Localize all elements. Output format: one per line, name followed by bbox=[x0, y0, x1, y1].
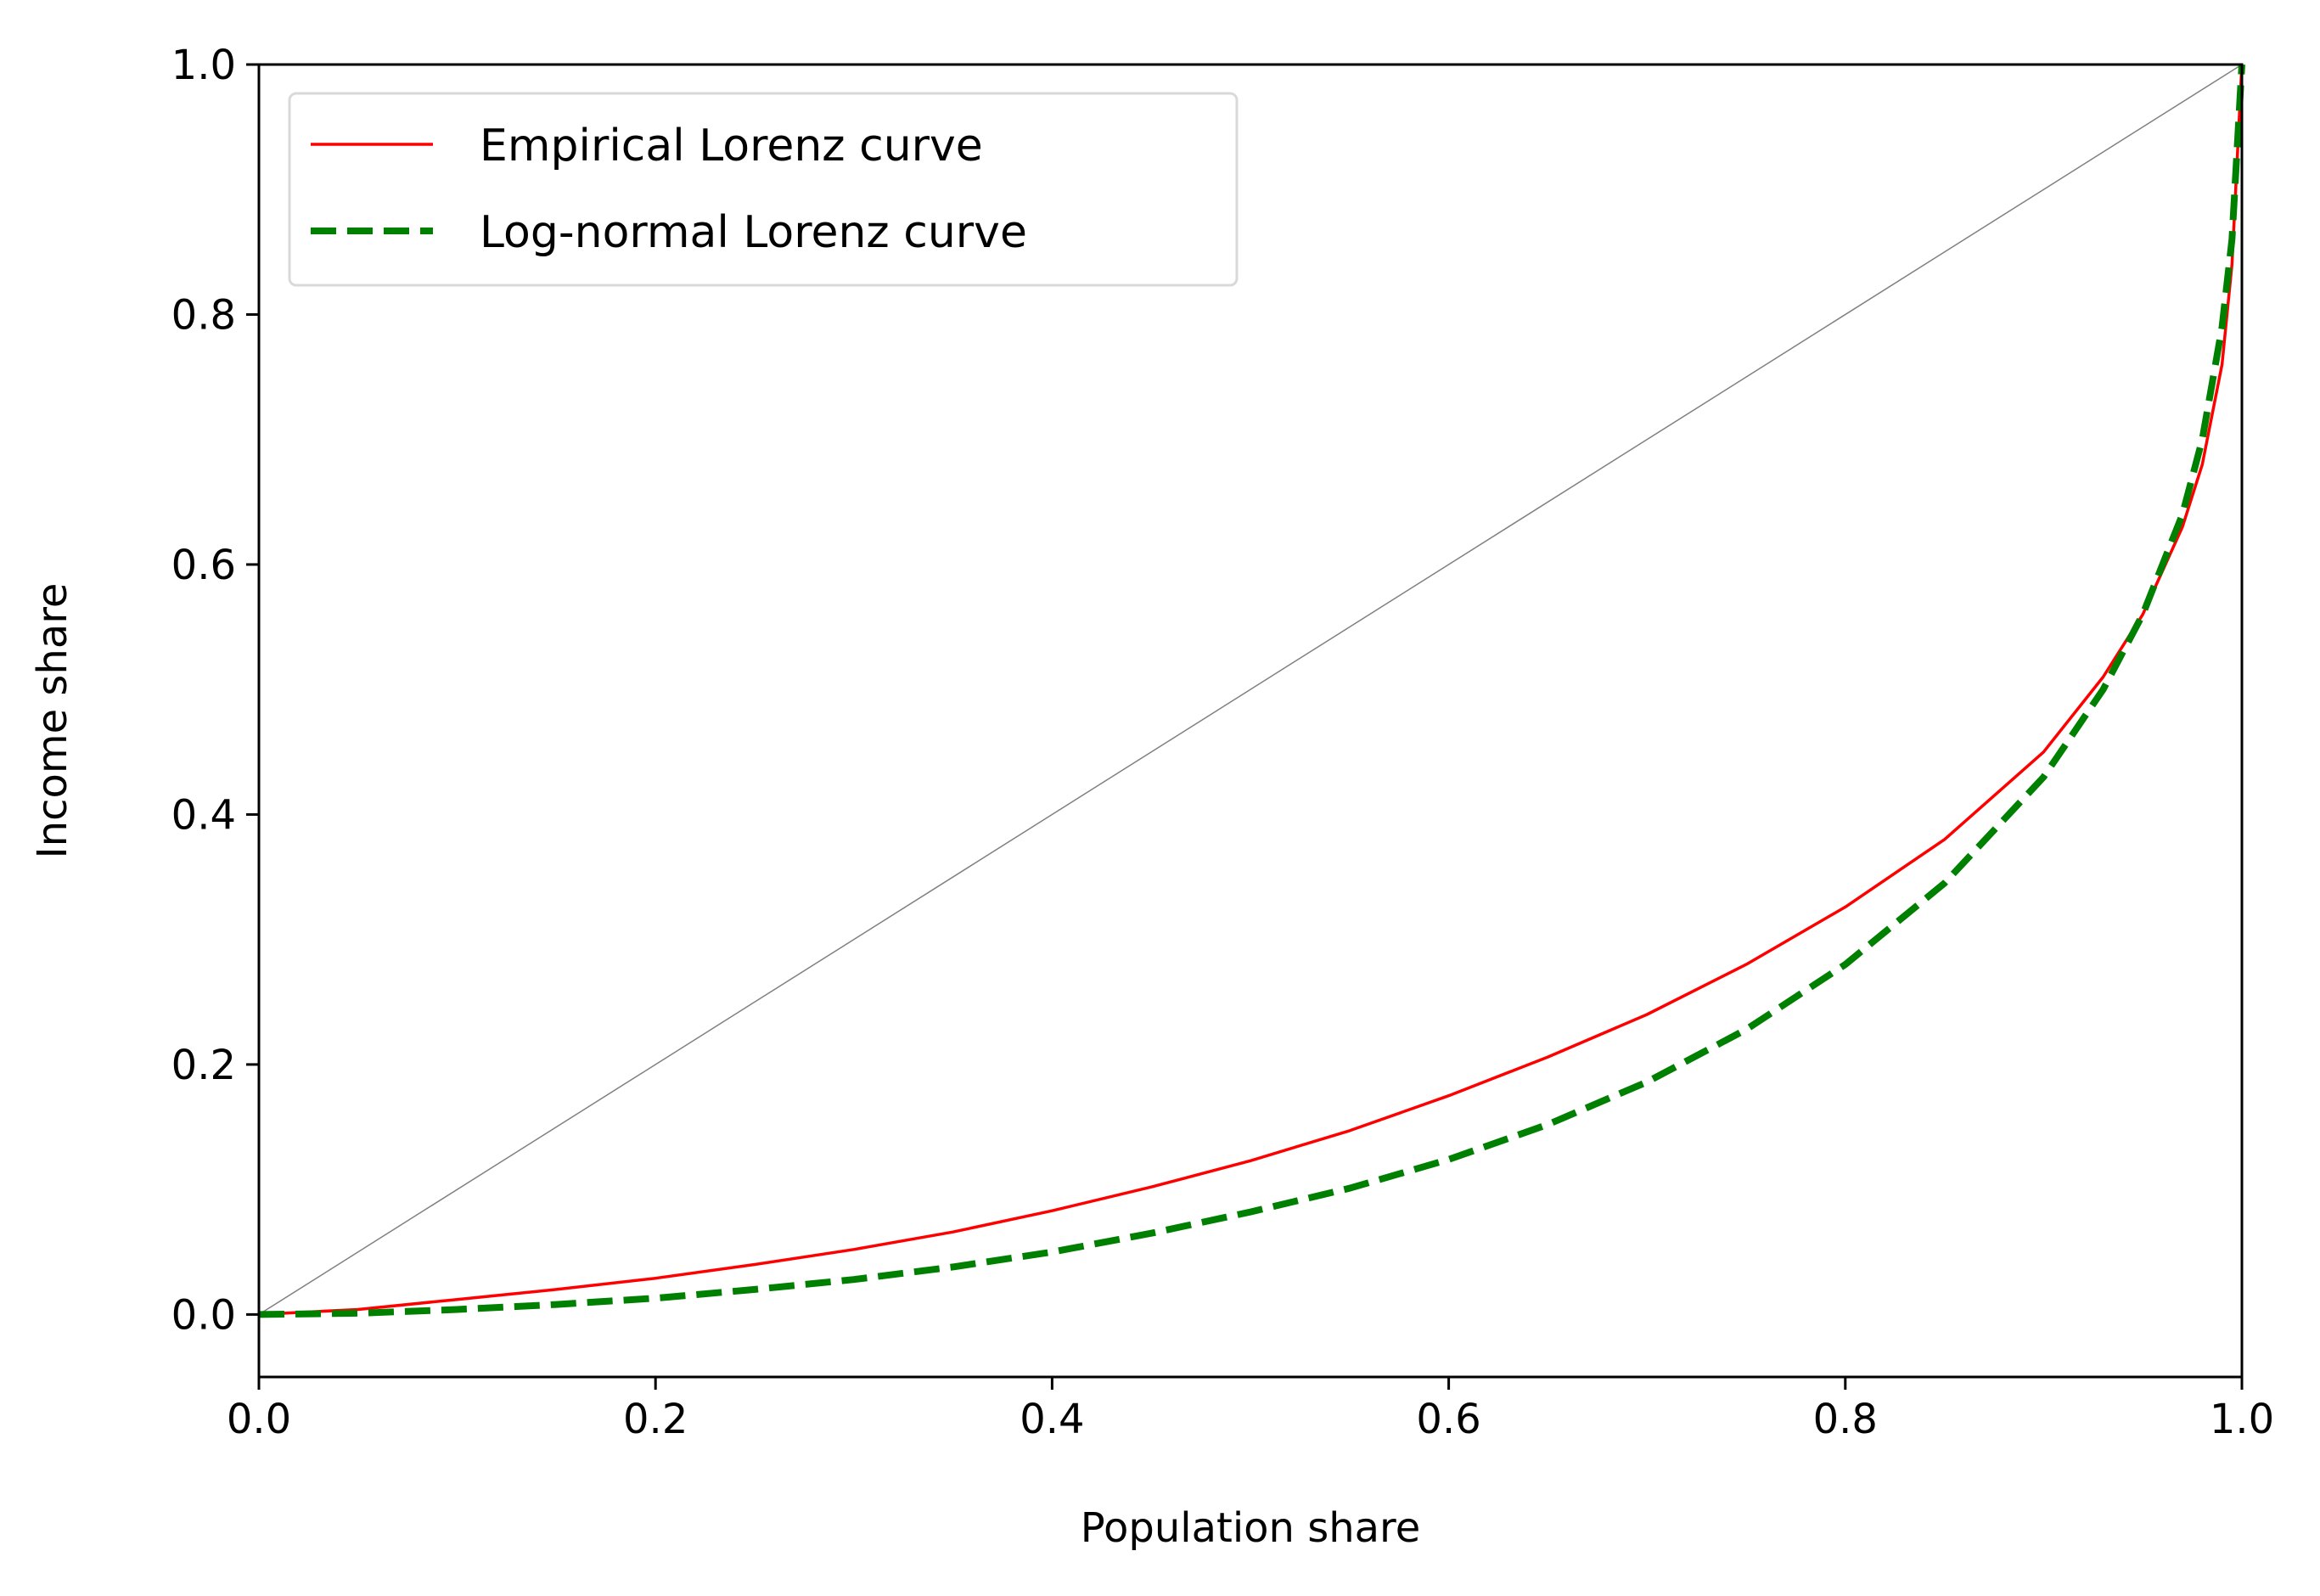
equality-reference-line bbox=[258, 64, 2243, 1316]
y-axis-label: Income share bbox=[29, 583, 76, 859]
plot-layer bbox=[258, 64, 2245, 1318]
x-axis-label: Population share bbox=[1081, 1504, 1421, 1552]
x-tick-label: 0.2 bbox=[623, 1396, 688, 1443]
y-tick-label: 1.0 bbox=[171, 42, 236, 89]
axes-layer: 0.0 0.2 0.4 0.6 0.8 1.0 0.0 0.2 0.4 0.6 0.8 1.0 bbox=[171, 42, 2275, 1443]
plot-frame bbox=[257, 63, 2244, 1379]
y-tick-label: 0.0 bbox=[171, 1291, 236, 1339]
x-tick-label: 0.6 bbox=[1416, 1396, 1480, 1443]
y-tick-label: 0.4 bbox=[171, 791, 236, 839]
y-tick-label: 0.2 bbox=[171, 1042, 236, 1089]
x-tick-label: 1.0 bbox=[2210, 1396, 2274, 1443]
x-tick-label: 0.0 bbox=[227, 1396, 291, 1443]
x-tick-label: 0.8 bbox=[1813, 1396, 1878, 1443]
legend-label-lognormal: Log-normal Lorenz curve bbox=[480, 207, 1027, 258]
legend-box bbox=[288, 92, 1239, 287]
lognormal-lorenz-line bbox=[259, 64, 2245, 1318]
legend: Empirical Lorenz curve Log-normal Lorenz… bbox=[288, 92, 1239, 287]
empirical-lorenz-line bbox=[259, 64, 2244, 1317]
x-tick-label: 0.4 bbox=[1020, 1396, 1084, 1443]
y-tick-label: 0.8 bbox=[171, 291, 236, 339]
y-tick-label: 0.6 bbox=[171, 542, 236, 589]
legend-label-empirical: Empirical Lorenz curve bbox=[480, 121, 983, 171]
